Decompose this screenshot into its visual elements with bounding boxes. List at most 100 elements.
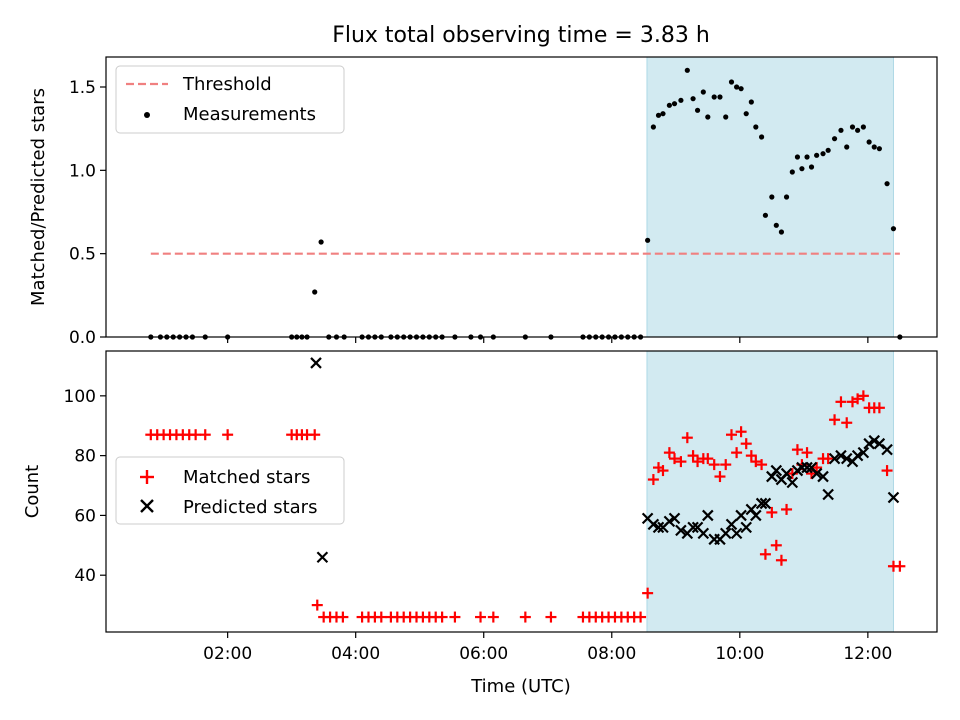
measurement-point <box>876 146 882 152</box>
matched-star-point <box>759 548 771 560</box>
measurement-point <box>860 124 866 130</box>
measurement-point <box>655 112 662 118</box>
measurement-point <box>650 124 656 130</box>
bottom-y-axis-label: Count <box>22 465 43 518</box>
measurement-point <box>671 101 678 107</box>
top-y-ticks: 0.0 0.5 1.0 1.5 <box>69 78 106 348</box>
measurement-point <box>748 99 754 105</box>
predicted-star-point <box>835 449 847 462</box>
bottom-y-ticks: 40 60 80 100 <box>64 387 106 586</box>
predicted-star-point <box>316 551 329 564</box>
matched-star-point <box>857 390 869 402</box>
measurement-point <box>678 97 684 103</box>
matched-star-point <box>635 611 647 623</box>
matched-star-point <box>766 506 778 518</box>
predicted-star-point <box>857 446 870 459</box>
y-tick-label: 1.0 <box>69 161 96 181</box>
top-legend-box <box>115 65 345 134</box>
measurement-point <box>666 102 672 108</box>
chart-title: Flux total observing time = 3.83 h <box>332 23 710 48</box>
measurement-point <box>884 181 890 187</box>
x-tick-label: 08:00 <box>587 644 636 664</box>
measurement-point <box>758 134 765 140</box>
measurement-point <box>734 84 740 90</box>
measurement-point <box>890 226 897 232</box>
measurement-point <box>838 127 844 133</box>
measurement-point <box>844 144 850 150</box>
predicted-star-point <box>770 464 783 477</box>
y-tick-label: 100 <box>64 387 96 407</box>
measurement-point <box>814 152 820 158</box>
matched-star-point <box>436 611 448 623</box>
measurement-point <box>849 124 856 130</box>
matched-star-point <box>222 429 234 441</box>
matched-star-point <box>841 417 853 429</box>
y-tick-label: 1.5 <box>69 78 96 98</box>
matched-star-point <box>375 611 387 623</box>
measurement-point <box>769 194 775 200</box>
matched-star-point <box>822 453 834 465</box>
predicted-star-point <box>759 497 772 510</box>
bottom-panel: 40 60 80 100 02:00 04:00 06:00 08:00 10:00 12:00… <box>22 350 938 697</box>
bottom-legend-box <box>115 456 345 525</box>
matched-star-point <box>852 393 864 405</box>
predicted-star-point <box>780 467 793 480</box>
predicted-star-point <box>851 449 864 462</box>
predicted-star-point <box>817 470 829 483</box>
predicted-star-point <box>697 527 710 540</box>
measurement-point <box>804 154 810 160</box>
measurement-point <box>312 289 318 295</box>
measurement-point <box>778 229 785 235</box>
measurement-point <box>773 222 779 228</box>
matched-star-point <box>692 456 704 468</box>
matched-star-point <box>681 432 693 444</box>
measurement-points <box>148 67 903 340</box>
matched-star-point <box>642 587 654 599</box>
predicted-star-point <box>828 452 841 465</box>
matched-star-point <box>714 471 726 483</box>
matched-star-point <box>740 438 752 450</box>
matched-star-point <box>881 465 893 477</box>
matched-star-point <box>731 447 743 459</box>
matched-star-point <box>775 554 787 566</box>
measurement-point <box>728 79 735 85</box>
predicted-stars-legend-label: Predicted stars <box>183 497 317 518</box>
matched-star-point <box>770 539 782 551</box>
matched-star-point <box>735 426 747 438</box>
measurement-point <box>808 164 815 170</box>
predicted-star-point <box>801 461 813 474</box>
predicted-stars-points <box>310 357 900 564</box>
top-y-axis-label: Matched/Predicted stars <box>28 88 49 306</box>
y-tick-label: 60 <box>74 506 96 526</box>
matched-star-point <box>702 453 714 465</box>
measurement-point <box>753 124 759 130</box>
matched-star-point <box>781 503 793 515</box>
threshold-legend-label: Threshold <box>182 74 272 95</box>
predicted-star-point <box>730 527 743 540</box>
matched-star-point <box>309 429 321 441</box>
matched-star-point <box>873 402 885 414</box>
measurement-point <box>717 94 723 100</box>
observing-window-shade-bottom <box>646 350 894 633</box>
measurement-point <box>684 67 690 73</box>
matched-star-point <box>750 456 762 468</box>
matched-star-point <box>647 474 659 486</box>
top-panel: 0.0 0.5 1.0 1.5 Matched/Predicted stars Thr… <box>28 56 938 348</box>
matched-star-point <box>725 429 737 441</box>
matched-star-point <box>545 611 557 623</box>
x-tick-label: 04:00 <box>331 644 380 664</box>
measurement-point <box>794 154 801 160</box>
matched-star-point <box>801 447 813 459</box>
matched-star-point <box>449 611 461 623</box>
measurement-point <box>711 94 717 100</box>
measurement-point <box>645 237 651 243</box>
matched-star-point <box>519 611 531 623</box>
matched-star-point <box>708 459 720 471</box>
measurement-point <box>723 114 729 120</box>
predicted-star-point <box>810 467 823 480</box>
y-tick-label: 80 <box>74 447 96 467</box>
measurement-point <box>700 89 706 95</box>
matched-star-point <box>657 465 669 477</box>
predicted-star-point <box>755 497 768 510</box>
